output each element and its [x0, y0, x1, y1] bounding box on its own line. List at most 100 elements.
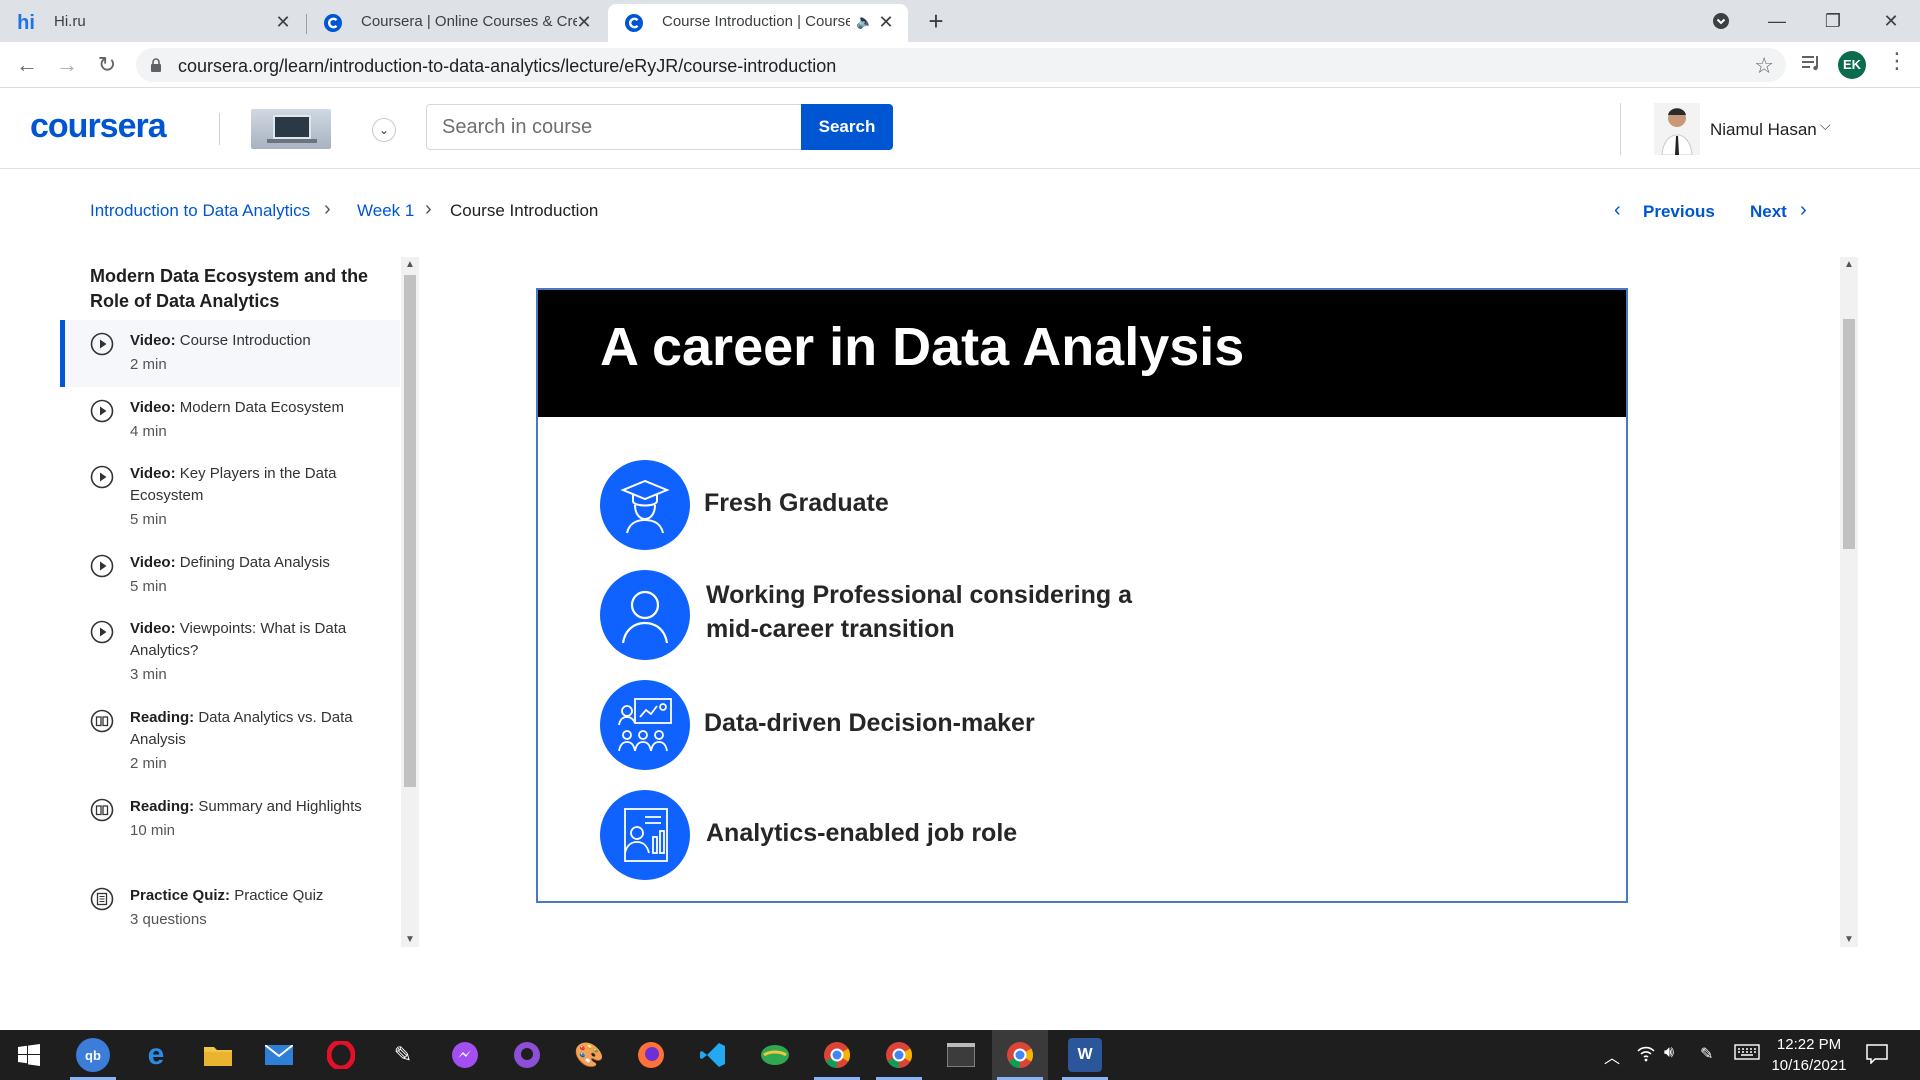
minimize-button[interactable]: — — [1768, 11, 1786, 31]
notifications-icon[interactable] — [1866, 1044, 1888, 1069]
chevron-down-icon[interactable]: ⌄ — [372, 118, 396, 142]
kebab-menu-icon[interactable]: ⋮ — [1886, 48, 1908, 73]
system-clock[interactable]: 12:22 PM 10/16/2021 — [1764, 1034, 1854, 1076]
chevron-right-icon[interactable]: › — [1800, 199, 1807, 221]
sidebar-item-defining-data-analysis[interactable]: Video: Defining Data Analysis 5 min — [60, 542, 400, 608]
tab-course-introduction[interactable]: Course Introduction | Course 🔈 ✕ — [608, 4, 908, 42]
book-icon — [90, 798, 114, 822]
messenger-icon[interactable] — [448, 1038, 482, 1072]
profile-avatar[interactable]: EK — [1838, 51, 1866, 79]
bookmark-star-icon[interactable]: ☆ — [1754, 53, 1774, 78]
opera-icon[interactable] — [324, 1038, 358, 1072]
sidebar-item-viewpoints[interactable]: Video: Viewpoints: What is Data Analytic… — [60, 608, 400, 697]
reload-icon[interactable]: ↻ — [97, 52, 117, 77]
maximize-button[interactable]: ❐ — [1824, 11, 1842, 31]
close-tab-icon[interactable]: ✕ — [878, 12, 894, 32]
close-window-button[interactable]: ✕ — [1883, 11, 1899, 31]
item-duration: 3 questions — [130, 911, 207, 928]
role-label-line2: mid-career transition — [706, 615, 955, 643]
page-scrollbar[interactable]: ▲ ▼ — [1840, 257, 1858, 947]
item-type: Video: — [130, 465, 176, 482]
maps-app-icon[interactable] — [758, 1038, 792, 1072]
item-duration: 2 min — [130, 356, 167, 373]
tab-title: Coursera | Online Courses & Cred — [361, 13, 577, 30]
speaker-icon[interactable]: 🔈 — [856, 13, 874, 29]
item-duration: 4 min — [130, 423, 167, 440]
scroll-up-arrow-icon[interactable]: ▲ — [405, 259, 415, 270]
book-icon — [90, 709, 114, 733]
chrome-profile-icon[interactable] — [876, 1038, 922, 1080]
tab-title: Course Introduction | Course — [662, 13, 850, 30]
sidebar-item-practice-quiz[interactable]: Practice Quiz: Practice Quiz 3 questions — [60, 875, 400, 941]
sidebar-item-summary-highlights[interactable]: Reading: Summary and Highlights 10 min — [60, 786, 400, 875]
tab-hi-ru[interactable]: hi Hi.ru ✕ — [0, 4, 305, 42]
chrome-icon[interactable] — [814, 1038, 860, 1080]
edge-icon[interactable]: e — [147, 1038, 165, 1071]
chevron-down-icon[interactable]: ⌵ — [1820, 117, 1831, 133]
windows-start-icon[interactable] — [12, 1038, 46, 1072]
paint-icon[interactable]: 🎨 — [574, 1041, 604, 1069]
mail-icon[interactable] — [262, 1038, 296, 1072]
course-thumbnail[interactable] — [251, 109, 331, 149]
clock-time: 12:22 PM — [1776, 1036, 1842, 1053]
hi-favicon-icon: hi — [17, 11, 35, 34]
github-icon[interactable] — [510, 1038, 544, 1072]
next-button[interactable]: Next — [1750, 202, 1787, 221]
user-avatar[interactable] — [1654, 103, 1700, 156]
coursera-favicon-icon — [624, 13, 644, 33]
chevron-up-icon[interactable]: ︿ — [1604, 1050, 1621, 1067]
play-icon — [90, 620, 114, 644]
forward-arrow-icon[interactable]: → — [56, 52, 78, 77]
qbittorrent-icon[interactable]: qb — [70, 1038, 116, 1080]
keyboard-icon[interactable] — [1734, 1044, 1760, 1065]
terminal-icon[interactable] — [944, 1038, 978, 1072]
breadcrumb-week[interactable]: Week 1 — [357, 201, 415, 220]
back-arrow-icon[interactable]: ← — [16, 52, 38, 77]
firefox-icon[interactable] — [634, 1038, 668, 1072]
close-tab-icon[interactable]: ✕ — [275, 12, 291, 32]
person-icon — [600, 570, 690, 660]
video-player[interactable]: A career in Data Analysis Fresh Graduate… — [536, 288, 1628, 903]
pen-icon[interactable]: ✎ — [1700, 1046, 1714, 1063]
file-explorer-icon[interactable] — [201, 1038, 235, 1072]
scroll-down-arrow-icon[interactable]: ▼ — [1844, 934, 1854, 945]
item-duration: 5 min — [130, 578, 167, 595]
scroll-up-arrow-icon[interactable]: ▲ — [1844, 259, 1854, 270]
browser-tab-bar: hi Hi.ru ✕ Coursera | Online Courses & C… — [0, 0, 1920, 42]
role-label: Working Professional considering a — [706, 581, 1133, 609]
sidebar-item-modern-data-ecosystem[interactable]: Video: Modern Data Ecosystem 4 min — [60, 387, 400, 453]
sidebar-item-analytics-vs-analysis[interactable]: Reading: Data Analytics vs. Data Analysi… — [60, 697, 400, 786]
chrome-active-icon[interactable] — [997, 1038, 1043, 1080]
sidebar-item-course-introduction[interactable]: Video: Course Introduction 2 min — [60, 320, 400, 387]
course-search-input[interactable] — [426, 104, 802, 150]
item-type: Video: — [130, 332, 176, 349]
chevron-left-icon[interactable]: ‹ — [1614, 199, 1621, 221]
new-tab-button[interactable]: + — [928, 6, 944, 36]
reading-list-icon[interactable] — [1800, 52, 1822, 79]
search-button[interactable]: Search — [801, 104, 893, 150]
vscode-icon[interactable] — [696, 1038, 730, 1072]
item-type: Reading: — [130, 709, 195, 726]
previous-button[interactable]: Previous — [1643, 202, 1715, 221]
url-text: coursera.org/learn/introduction-to-data-… — [178, 56, 837, 76]
scrollbar-thumb[interactable] — [404, 275, 416, 787]
coursera-header: coursera ⌄ Search Niamul Hasan ⌵ — [0, 89, 1920, 169]
word-icon[interactable]: W — [1062, 1038, 1108, 1080]
scrollbar-thumb[interactable] — [1843, 319, 1855, 549]
sidebar-scrollbar[interactable]: ▲ ▼ — [401, 257, 419, 947]
breadcrumb-course[interactable]: Introduction to Data Analytics — [90, 201, 311, 220]
scroll-down-arrow-icon[interactable]: ▼ — [405, 934, 415, 945]
volume-icon[interactable]: 🔊︎ — [1664, 1044, 1675, 1061]
coursera-logo[interactable]: coursera — [30, 107, 167, 145]
sidebar-item-key-players[interactable]: Video: Key Players in the Data Ecosystem… — [60, 453, 400, 542]
analytics-icon — [600, 790, 690, 880]
play-icon — [90, 399, 114, 423]
tab-search-icon[interactable] — [1706, 6, 1736, 36]
wifi-icon[interactable] — [1636, 1044, 1656, 1067]
tab-coursera-home[interactable]: Coursera | Online Courses & Cred ✕ — [307, 4, 606, 42]
close-tab-icon[interactable]: ✕ — [576, 12, 592, 32]
lock-icon — [151, 58, 161, 72]
address-bar[interactable]: coursera.org/learn/introduction-to-data-… — [136, 48, 1786, 82]
inkscape-icon[interactable]: ✎ — [393, 1042, 413, 1067]
user-name[interactable]: Niamul Hasan — [1710, 120, 1817, 139]
